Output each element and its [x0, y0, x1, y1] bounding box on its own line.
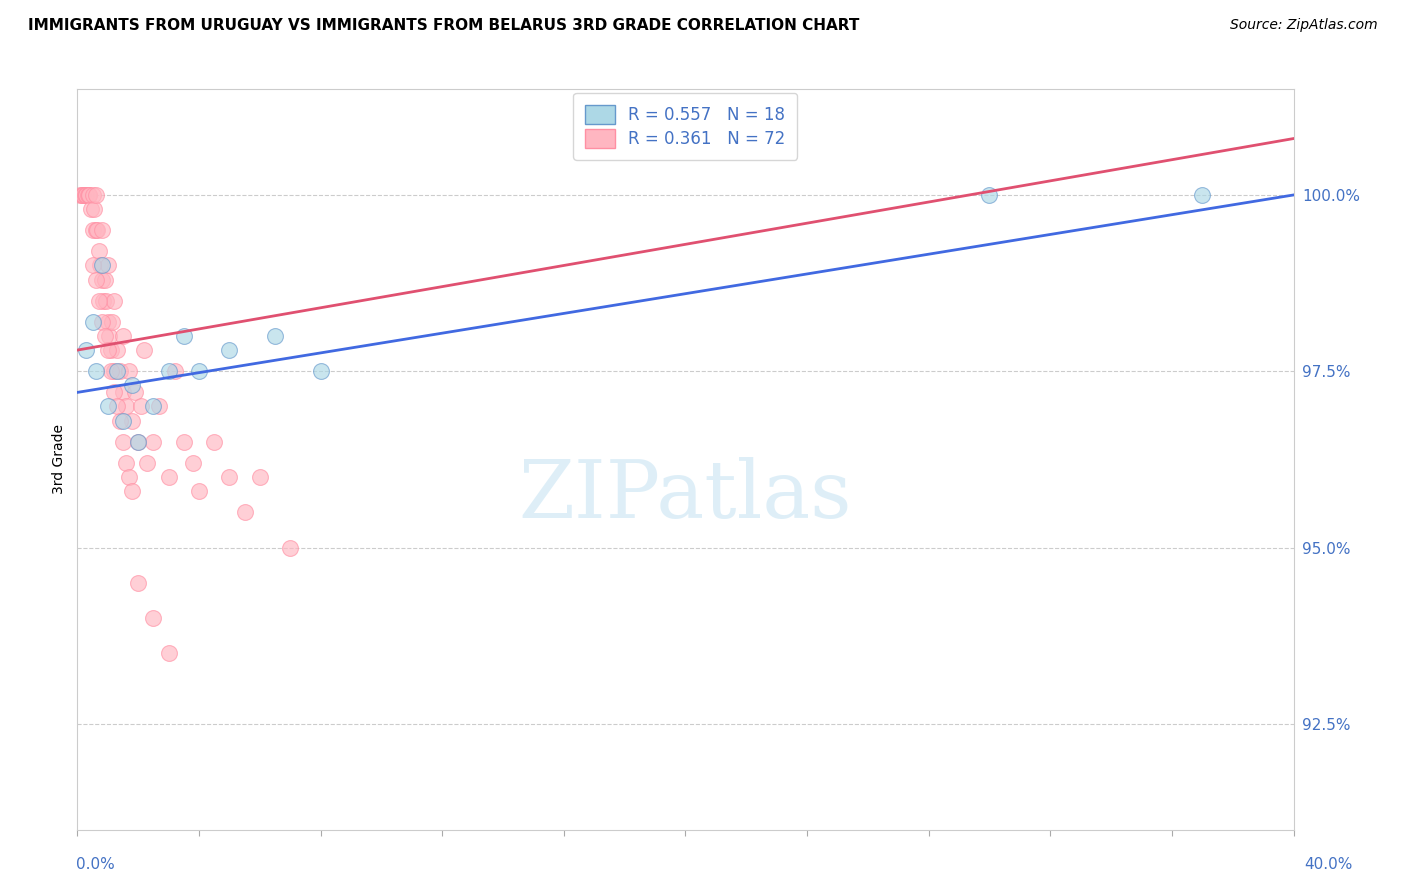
Point	[173, 329, 195, 343]
Point	[157, 646, 180, 660]
Point	[87, 244, 110, 259]
Point	[142, 400, 165, 414]
Point	[127, 434, 149, 449]
Point	[84, 223, 107, 237]
Point	[111, 385, 134, 400]
Point	[142, 434, 165, 449]
Point	[264, 329, 287, 343]
Point	[111, 434, 134, 449]
Point	[72, 188, 94, 202]
Point	[103, 364, 125, 378]
Point	[84, 188, 107, 202]
Point	[218, 343, 240, 357]
Point	[72, 188, 94, 202]
Point	[115, 456, 138, 470]
Text: ZIPatlas: ZIPatlas	[519, 458, 852, 535]
Point	[90, 259, 112, 273]
Point	[97, 315, 120, 329]
Point	[75, 343, 97, 357]
Point	[278, 541, 301, 555]
Point	[127, 575, 149, 590]
Point	[80, 202, 103, 216]
Point	[89, 259, 111, 273]
Point	[309, 364, 332, 378]
Point	[97, 259, 120, 273]
Point	[157, 470, 180, 484]
Point	[108, 364, 131, 378]
Point	[157, 364, 180, 378]
Point	[188, 364, 211, 378]
Point	[115, 400, 138, 414]
Point	[163, 364, 186, 378]
Point	[90, 315, 112, 329]
Point	[97, 400, 120, 414]
Point	[127, 434, 149, 449]
Point	[108, 414, 131, 428]
Point	[75, 188, 97, 202]
Legend: R = 0.557   N = 18, R = 0.361   N = 72: R = 0.557 N = 18, R = 0.361 N = 72	[574, 93, 797, 160]
Point	[97, 343, 120, 357]
Point	[93, 329, 115, 343]
Point	[188, 484, 211, 499]
Point	[202, 434, 225, 449]
Point	[103, 385, 125, 400]
Point	[129, 400, 152, 414]
Point	[118, 364, 141, 378]
Point	[173, 434, 195, 449]
Point	[69, 188, 91, 202]
Point	[98, 329, 121, 343]
Point	[70, 188, 93, 202]
Point	[105, 400, 128, 414]
Point	[233, 505, 256, 519]
Point	[82, 315, 104, 329]
Point	[86, 223, 108, 237]
Point	[121, 378, 143, 392]
Point	[181, 456, 204, 470]
Point	[79, 188, 101, 202]
Point	[111, 414, 134, 428]
Point	[79, 188, 101, 202]
Point	[82, 259, 104, 273]
Point	[77, 188, 100, 202]
Point	[96, 293, 118, 308]
Point	[118, 470, 141, 484]
Point	[1191, 188, 1213, 202]
Point	[105, 343, 128, 357]
Point	[121, 484, 143, 499]
Point	[218, 470, 240, 484]
Point	[84, 272, 107, 286]
Point	[979, 188, 1001, 202]
Point	[90, 272, 112, 286]
Point	[134, 343, 156, 357]
Text: 0.0%: 0.0%	[76, 857, 115, 872]
Point	[249, 470, 271, 484]
Point	[90, 223, 112, 237]
Point	[121, 414, 143, 428]
Point	[101, 315, 124, 329]
Point	[73, 188, 96, 202]
Point	[87, 293, 110, 308]
Point	[103, 293, 125, 308]
Point	[84, 364, 107, 378]
Text: Source: ZipAtlas.com: Source: ZipAtlas.com	[1230, 18, 1378, 32]
Point	[105, 364, 128, 378]
Y-axis label: 3rd Grade: 3rd Grade	[52, 425, 66, 494]
Point	[111, 329, 134, 343]
Point	[82, 188, 104, 202]
Point	[100, 343, 122, 357]
Point	[75, 188, 97, 202]
Point	[100, 364, 122, 378]
Text: 40.0%: 40.0%	[1305, 857, 1353, 872]
Point	[91, 293, 114, 308]
Point	[148, 400, 170, 414]
Text: IMMIGRANTS FROM URUGUAY VS IMMIGRANTS FROM BELARUS 3RD GRADE CORRELATION CHART: IMMIGRANTS FROM URUGUAY VS IMMIGRANTS FR…	[28, 18, 859, 33]
Point	[136, 456, 159, 470]
Point	[142, 611, 165, 625]
Point	[93, 272, 115, 286]
Point	[124, 385, 146, 400]
Point	[83, 202, 105, 216]
Point	[82, 223, 104, 237]
